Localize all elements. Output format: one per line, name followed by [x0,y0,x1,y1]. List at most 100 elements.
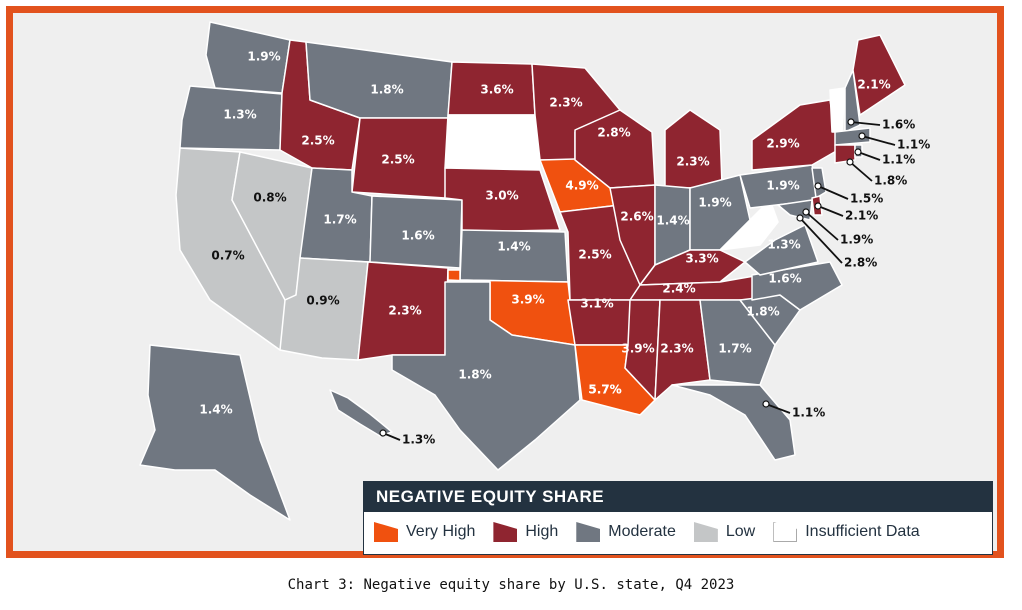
state-value-or: 1.3% [223,108,256,122]
state-value-nv: 0.8% [253,191,286,205]
state-value-mn: 2.3% [549,96,582,110]
legend-item-high: High [493,522,558,542]
state-value-tn: 2.4% [662,282,695,296]
state-nh [844,69,861,133]
state-value-nc: 1.6% [768,272,801,286]
state-value-ny: 2.9% [766,137,799,151]
chart-caption: Chart 3: Negative equity share by U.S. s… [287,577,735,593]
state-value-hi: 1.3% [402,433,435,447]
callout-line-ct [849,161,873,182]
state-value-ri: 1.1% [882,153,915,167]
state-al [654,299,711,401]
state-value-ct: 1.8% [874,174,907,188]
legend-label: High [525,523,559,540]
state-value-de: 2.1% [845,209,878,223]
callout-line-nj [817,185,849,200]
state-mt [305,41,453,119]
callout-dot-md [802,208,810,216]
swatch-very-high [374,522,398,542]
swatch-high [493,522,518,542]
swatch-insufficient [773,522,798,542]
callout-line-nh [850,121,881,126]
callout-dot-ri [854,148,862,156]
state-value-ma: 1.1% [897,138,930,152]
state-value-ms: 3.9% [621,342,654,356]
state-value-wi: 2.8% [597,126,630,140]
state-ms [624,299,661,401]
legend-label: Insufficient Data [805,523,920,540]
state-value-il: 2.6% [620,210,653,224]
state-value-mo: 2.5% [578,248,611,262]
state-value-in: 1.4% [656,214,689,228]
legend-label: Low [725,523,756,540]
state-value-ok: 3.9% [511,293,544,307]
legend-label: Moderate [608,523,676,540]
callout-line-md [805,211,839,241]
legend-title: NEGATIVE EQUITY SHARE [364,482,992,512]
state-value-ne: 3.0% [485,189,518,203]
state-value-tx: 1.8% [458,368,491,382]
callout-line-de [817,205,844,217]
callout-line-ma [861,135,896,146]
legend-item-insufficient: Insufficient Data [773,522,920,542]
state-value-id: 2.5% [301,134,334,148]
callout-line-ri [857,151,881,161]
swatch-low [693,522,718,542]
swatch-moderate [576,522,601,542]
state-value-nm: 2.3% [388,304,421,318]
callout-dot-dc [796,214,804,222]
legend-item-moderate: Moderate [576,522,676,542]
state-value-wy: 2.5% [381,153,414,167]
state-value-nh: 1.6% [882,118,915,132]
state-me [852,34,906,116]
state-hi [329,389,393,437]
state-value-ar: 3.1% [580,297,613,311]
callout-dot-ma [858,132,866,140]
value-labels: 1.9% 1.3% 0.7% 0.8% 2.5% 1.8% 2.5% 1.7% 0.9% 1.6%… [199,50,890,417]
state-value-dc: 2.8% [844,256,877,270]
state-value-ak: 1.4% [199,403,232,417]
state-value-az: 0.9% [306,294,339,308]
callout-dot-nh [847,118,855,126]
state-mi [664,109,723,191]
callout-line-dc [799,217,843,264]
state-value-la: 5.7% [588,383,621,397]
state-value-va: 1.3% [767,238,800,252]
callout-dot-de [814,202,822,210]
state-ks [459,229,569,283]
legend-items: Very High High Moderate Low Insufficient… [364,512,992,552]
callouts: 1.6%1.1%1.1%1.8%1.5%2.1%1.9%2.8%1.1%1.3% [379,118,930,447]
legend-label: Very High [406,523,476,540]
state-or [179,85,283,151]
state-value-oh: 1.9% [698,196,731,210]
state-wv [719,199,779,251]
state-value-mt: 1.8% [370,83,403,97]
state-value-ca: 0.7% [211,249,244,263]
state-vt [829,87,846,133]
state-value-nj: 1.5% [850,192,883,206]
state-tx [391,281,581,471]
state-md [777,199,813,221]
state-ak [139,344,291,521]
state-value-me: 2.1% [857,78,890,92]
state-nc [751,261,843,311]
legend: NEGATIVE EQUITY SHARE Very High High Mod… [363,481,993,555]
us-map: 1.9% 1.3% 0.7% 0.8% 2.5% 1.8% 2.5% 1.7% 0.9% 1.6%… [139,21,930,521]
callout-line-fl [765,403,791,414]
state-value-al: 2.3% [660,342,693,356]
state-value-pa: 1.9% [766,179,799,193]
state-value-ia: 4.9% [565,179,598,193]
state-value-la: 5.7% [588,383,621,397]
state-value-ky: 3.3% [685,252,718,266]
state-fl [671,384,796,461]
state-value-co: 1.6% [401,229,434,243]
state-va [744,224,819,276]
state-sd [444,114,541,171]
state-value-mi: 2.3% [676,155,709,169]
state-value-ut: 1.7% [323,213,356,227]
state-ma [834,127,871,146]
state-value-ga: 1.7% [718,342,751,356]
state-value-wa: 1.9% [247,50,280,64]
state-value-ks: 1.4% [497,240,530,254]
state-value-sc: 1.8% [746,305,779,319]
